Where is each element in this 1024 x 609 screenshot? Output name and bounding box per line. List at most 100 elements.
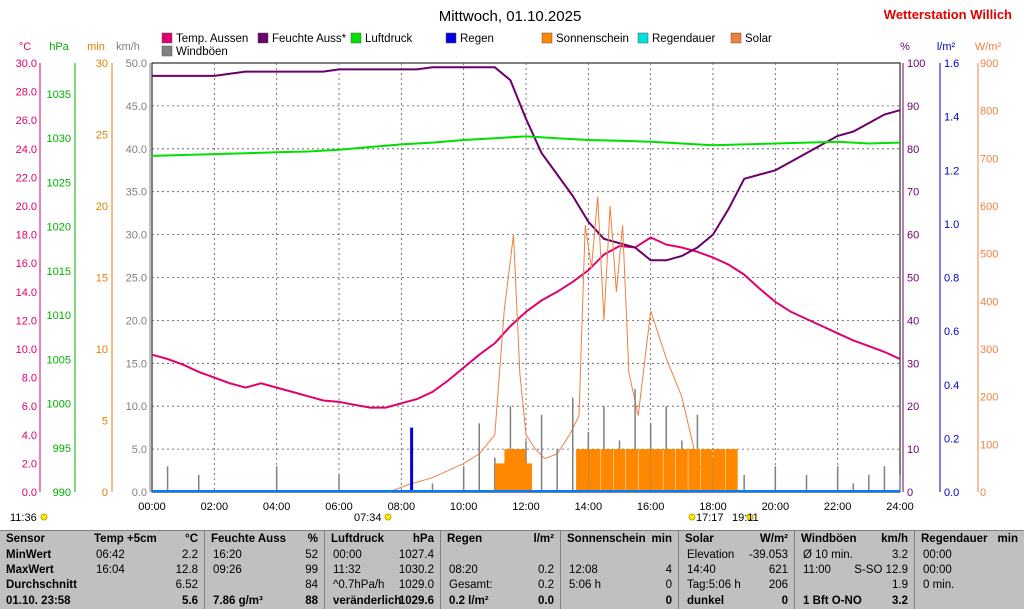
- legend-label-4: Sonnenschein: [556, 33, 629, 45]
- tick-x: 00:00: [138, 501, 166, 513]
- sun-marker-label: 07:34: [354, 512, 382, 524]
- tick-humidity: 50: [907, 273, 919, 285]
- cell-label: 09:26: [213, 564, 242, 576]
- tick-temp: 12.0: [16, 315, 37, 327]
- tick-solar: 600: [980, 201, 998, 213]
- column-unit-sonnen: min: [651, 533, 672, 545]
- cell-value: S-SO 12.9: [854, 564, 908, 576]
- tick-x: 06:00: [325, 501, 353, 513]
- cell-label: 1 Bft O-NO: [803, 595, 862, 607]
- column-title-feuchte: Feuchte Auss: [211, 533, 286, 545]
- axis-unit-solar: W/m²: [975, 41, 1002, 53]
- column-regen: Regen l/m² 08:20 0.2 Gesamt: 0.2 0.2 l/m² 0.0: [440, 531, 560, 609]
- legend-label-6: Solar: [745, 33, 772, 45]
- axis-unit-wind: km/h: [116, 41, 140, 53]
- tick-rain: 1.4: [944, 112, 959, 124]
- series-line-1: [152, 66, 901, 262]
- cell-value: -39.053: [748, 549, 788, 561]
- axis-units: °C hPa min km/h% l/m² W/m²: [19, 41, 1002, 53]
- sunshine-bar: [688, 449, 701, 492]
- cell-label: Gesamt:: [449, 579, 493, 591]
- tick-temp: 24.0: [16, 144, 37, 156]
- cell-value: 88: [305, 595, 318, 607]
- row-label-sensor: Sensor: [6, 533, 45, 545]
- cell-value: 12.8: [175, 564, 198, 576]
- sunshine-bar: [495, 463, 508, 492]
- cell-value: 0: [781, 595, 788, 607]
- tick-wind: 5.0: [132, 444, 147, 456]
- tick-humidity: 40: [907, 315, 919, 327]
- tick-wind: 0.0: [132, 487, 147, 499]
- column-luftdruck: Luftdruck hPa 00:00 1027.4 11:32 1030.2 ^0.7hP…: [324, 531, 440, 609]
- tick-x: 14:00: [575, 501, 603, 513]
- row-label-max: MaxWert: [6, 564, 54, 576]
- tick-temp: 28.0: [16, 87, 37, 99]
- row-label-min: MinWert: [6, 549, 52, 561]
- tick-pressure: 1020: [47, 222, 71, 234]
- cell-value: 4: [665, 564, 672, 576]
- cell-label: 00:00: [923, 564, 952, 576]
- cell-label: Ø 10 min.: [803, 549, 853, 561]
- tick-minutes: 20: [96, 201, 108, 213]
- weather-chart: Mittwoch, 01.10.2025 Wetterstation Willi…: [10, 7, 1012, 524]
- cell-value: 0.0: [538, 595, 554, 607]
- column-unit-feuchte: %: [307, 533, 318, 545]
- legend-swatch-6: [730, 32, 742, 44]
- tick-humidity: 10: [907, 444, 919, 456]
- tick-pressure: 1010: [47, 310, 71, 322]
- tick-wind: 45.0: [126, 101, 147, 113]
- chart-marks: 11:36 07:34 17:17 19:11: [10, 66, 901, 524]
- tick-temp: 4.0: [22, 430, 37, 442]
- tick-pressure: 1035: [47, 89, 71, 101]
- statistics-table: Sensor MinWert MaxWert Durchschnitt 01.1…: [0, 530, 1024, 609]
- axis-unit-pressure: hPa: [49, 41, 69, 53]
- tick-pressure: 995: [53, 443, 71, 455]
- tick-x: 12:00: [512, 501, 540, 513]
- cell-value: 1027.4: [398, 549, 434, 561]
- cell-label: 0.2 l/m²: [449, 595, 489, 607]
- tick-humidity: 0: [907, 487, 913, 499]
- legend-label-7: Windböen: [176, 46, 228, 58]
- cell-value: 3.2: [892, 549, 908, 561]
- column-title-sonnen: Sonnenschein: [567, 533, 646, 545]
- legend-swatch-5: [637, 32, 649, 44]
- tick-pressure: 990: [53, 487, 71, 499]
- axis-ticks: 30.0 28.0 26.0 24.0 22.0 20.0 18.0 16.0 14.0 12.0…: [16, 58, 999, 513]
- column-wind: Windböen km/h Ø 10 min. 3.2 11:00 S-SO 12.9 1.…: [794, 531, 914, 609]
- cell-label: dunkel: [687, 595, 725, 607]
- sun-marker-icon: [384, 513, 392, 521]
- tick-rain: 0.4: [944, 380, 959, 392]
- tick-humidity: 70: [907, 187, 919, 199]
- tick-temp: 26.0: [16, 115, 37, 127]
- station-name[interactable]: Wetterstation Willich: [884, 7, 1012, 22]
- cell-label: 5:06 h: [569, 579, 601, 591]
- cell-label: 0 min.: [923, 579, 955, 591]
- legend-label-3: Regen: [460, 33, 494, 45]
- cell-value: 52: [305, 549, 318, 561]
- legend: Temp. Aussen Feuchte Auss* Luftdruck Regen S…: [161, 32, 772, 58]
- tick-x: 10:00: [450, 501, 478, 513]
- tick-temp: 30.0: [16, 58, 37, 70]
- sunshine-bar: [601, 449, 614, 492]
- row-label-average: Durchschnitt: [6, 579, 77, 591]
- tick-humidity: 30: [907, 358, 919, 370]
- tick-temp: 10.0: [16, 344, 37, 356]
- tick-solar: 800: [980, 106, 998, 118]
- row-label-column: Sensor MinWert MaxWert Durchschnitt 01.1…: [0, 531, 88, 609]
- cell-value: 6.52: [175, 579, 198, 591]
- tick-wind: 10.0: [126, 401, 147, 413]
- tick-rain: 1.6: [944, 58, 959, 70]
- tick-x: 24:00: [886, 501, 914, 513]
- cell-label: Tag:5:06 h: [687, 579, 741, 591]
- cell-value: 1029.0: [398, 579, 434, 591]
- tick-wind: 35.0: [126, 187, 147, 199]
- tick-rain: 0.6: [944, 326, 959, 338]
- tick-rain: 0.2: [944, 433, 959, 445]
- cell-value: 84: [305, 579, 318, 591]
- column-title-solar: Solar: [685, 533, 714, 545]
- column-title-wind: Windböen: [801, 533, 857, 545]
- legend-label-1: Feuchte Auss*: [272, 33, 347, 45]
- series-line-3: [388, 196, 739, 493]
- column-title-regendauer: Regendauer: [921, 533, 988, 545]
- cell-label: ^0.7hPa/h: [333, 579, 385, 591]
